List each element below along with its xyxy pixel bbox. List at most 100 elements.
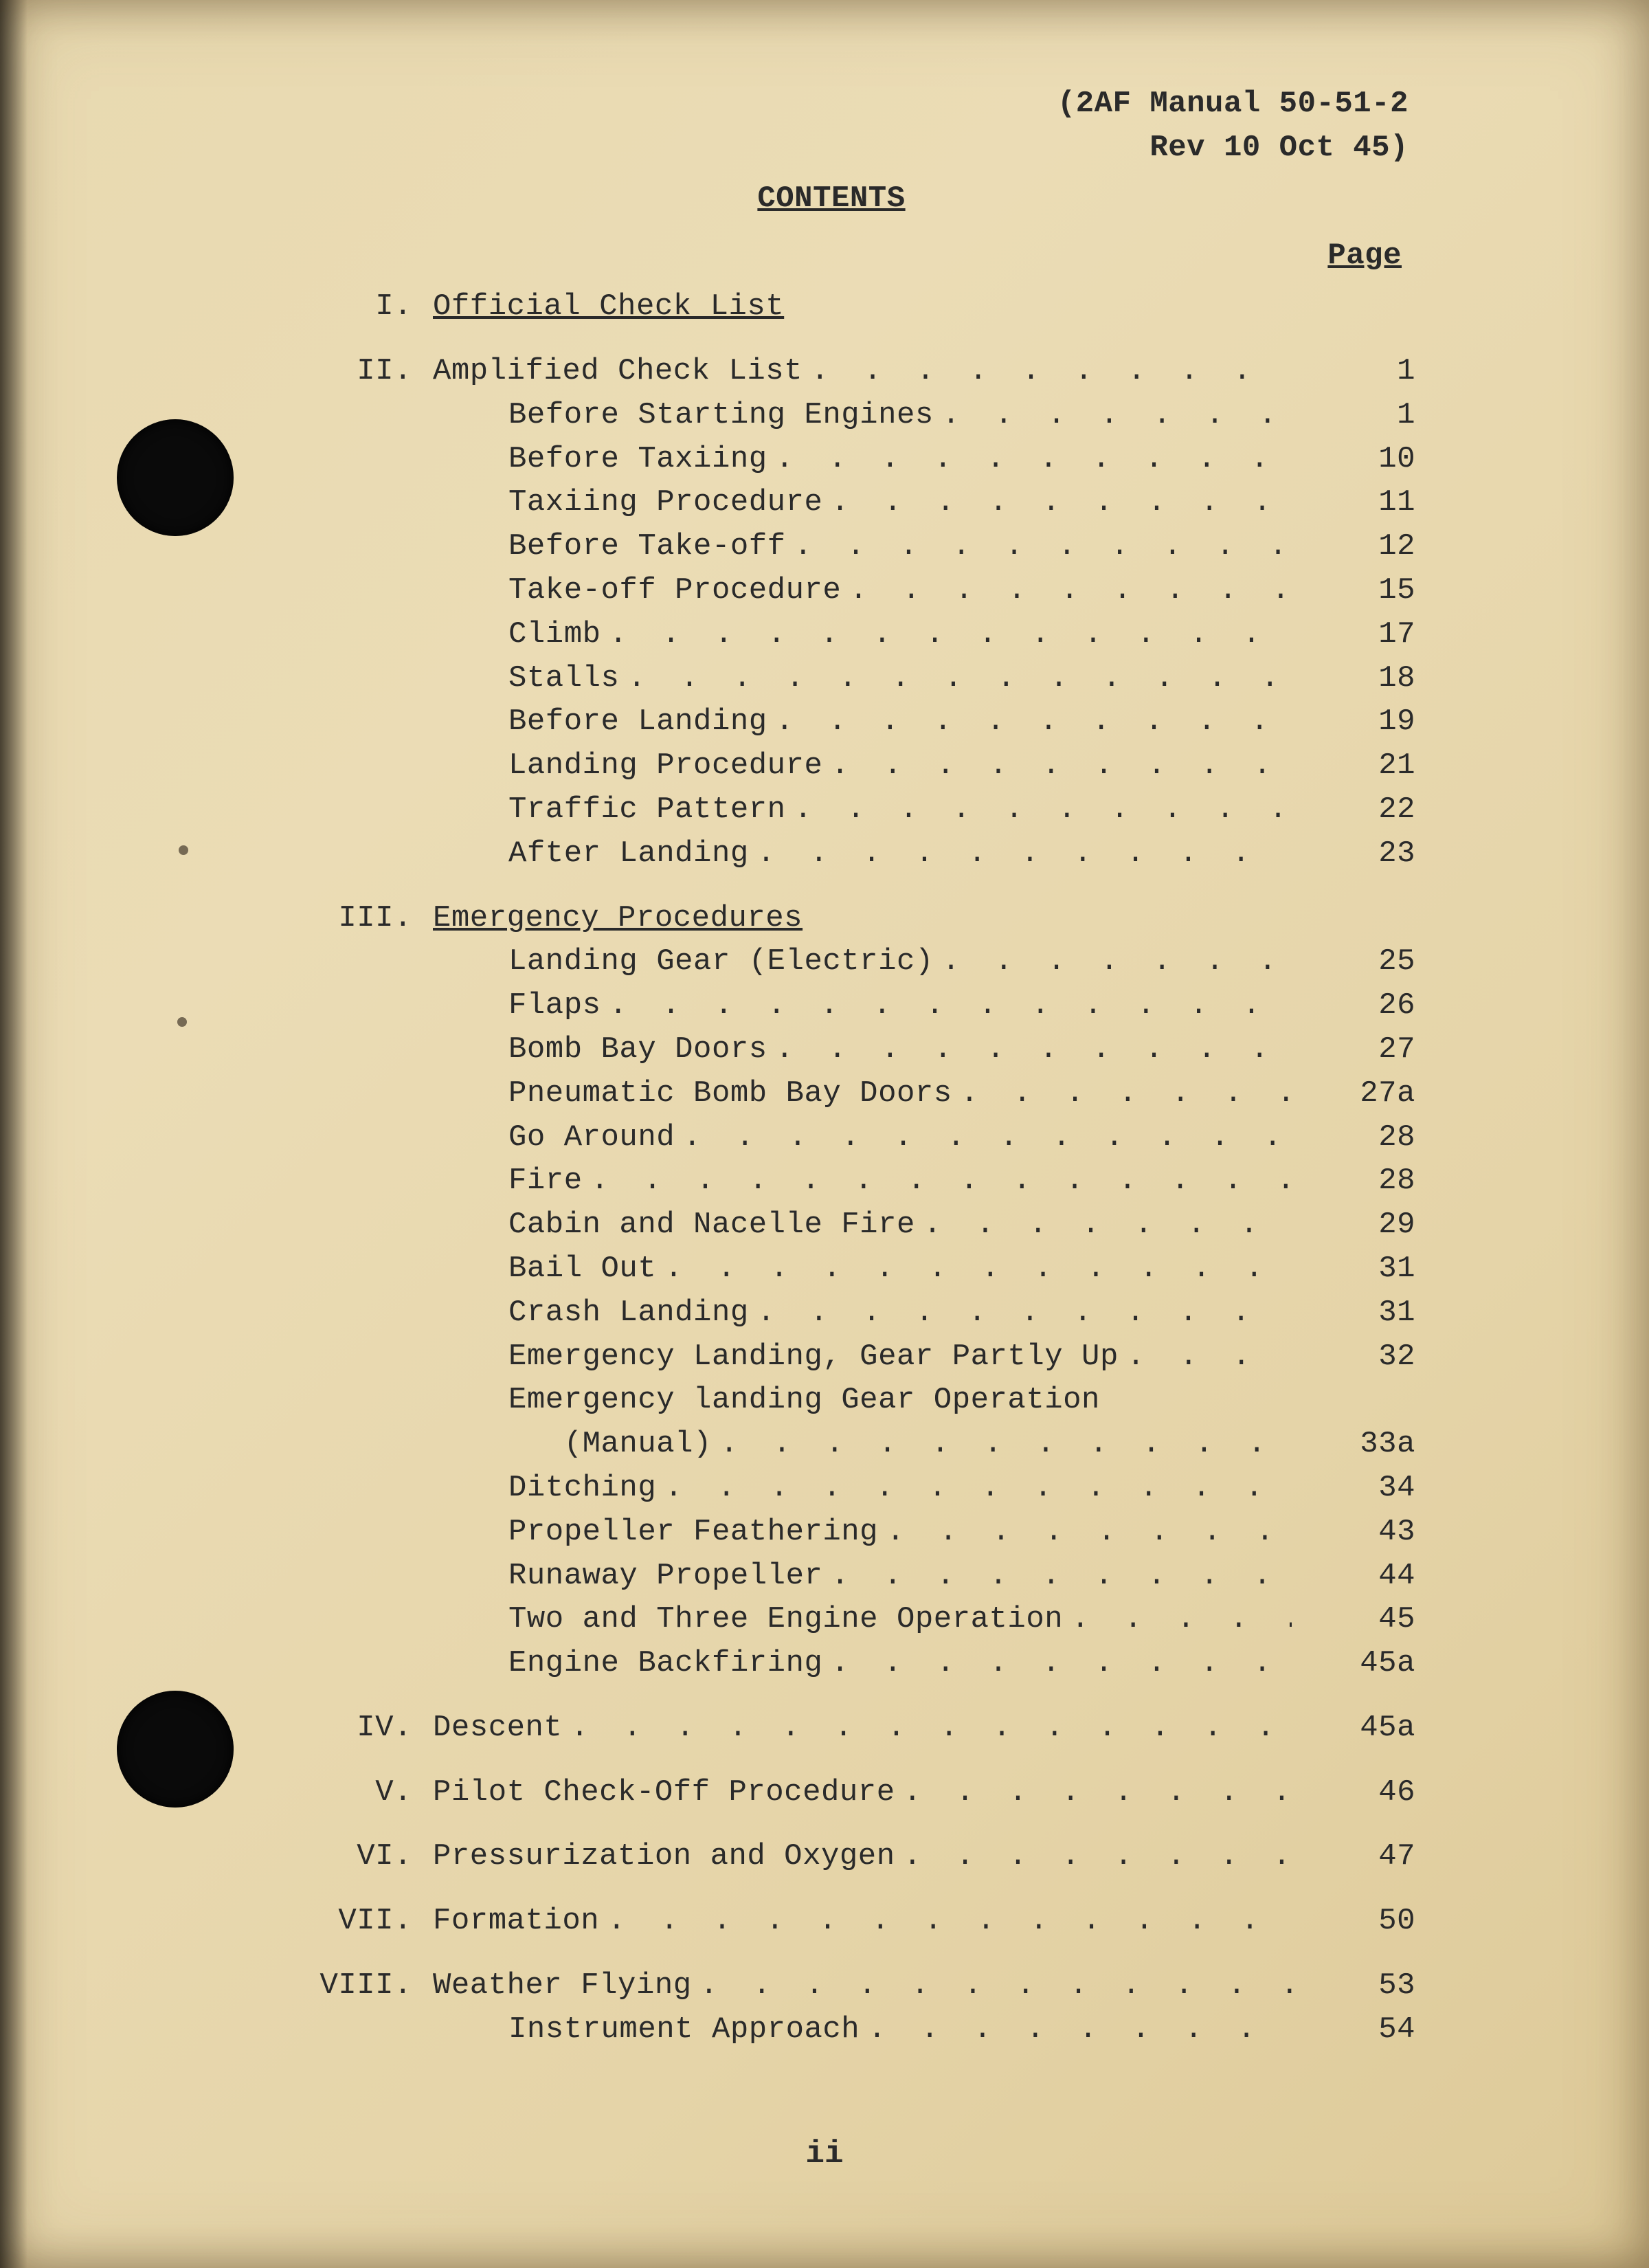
subitem-page: 54	[1292, 2008, 1512, 2052]
subitem-page: 23	[1292, 832, 1512, 876]
dot-leader	[749, 832, 1292, 876]
subitem-label: Instrument Approach	[508, 2008, 860, 2052]
dot-leader	[786, 525, 1292, 569]
subitem-label: Before Take-off	[508, 525, 786, 569]
toc-subitem-row: After Landing 23	[275, 832, 1512, 876]
subitem-label: Fire	[508, 1159, 583, 1203]
subitem-label: Landing Gear (Electric)	[508, 940, 934, 984]
toc-section-row: III.Emergency Procedures	[275, 897, 1512, 941]
toc-subitem-row: Bail Out31	[275, 1247, 1512, 1291]
subitem-page: 10	[1292, 438, 1512, 482]
subitem-page: 1	[1292, 394, 1512, 438]
toc-subitem-row: Emergency Landing, Gear Partly Up32	[275, 1335, 1512, 1379]
subitem-page: 31	[1292, 1291, 1512, 1335]
subitem-page: 27a	[1292, 1072, 1512, 1116]
section-title: Emergency Procedures	[433, 897, 803, 941]
section-title: Amplified Check List	[433, 350, 803, 394]
dot-leader	[712, 1423, 1292, 1467]
dot-leader	[895, 1835, 1292, 1879]
section-roman: VII.	[275, 1900, 433, 1944]
subitem-label: Stalls	[508, 657, 619, 701]
page-column-header: Page	[275, 234, 1512, 278]
dot-leader	[841, 569, 1292, 613]
subitem-label: Propeller Feathering	[508, 1511, 878, 1555]
toc-subitem-row: Propeller Feathering43	[275, 1511, 1512, 1555]
section-title: Descent	[433, 1706, 562, 1750]
dot-leader	[786, 788, 1292, 832]
toc-section-row: V.Pilot Check-Off Procedure46	[275, 1771, 1512, 1815]
toc-subitem-row: Traffic Pattern22	[275, 788, 1512, 832]
subitem-label: Before Taxiing	[508, 438, 767, 482]
section-roman: VIII.	[275, 1964, 433, 2008]
subitem-page: 27	[1292, 1028, 1512, 1072]
toc-subitem-row: Before Taxiing 10	[275, 438, 1512, 482]
subitem-page: 15	[1292, 569, 1512, 613]
toc-subitem-row: Pneumatic Bomb Bay Doors27a	[275, 1072, 1512, 1116]
subitem-label: Two and Three Engine Operation	[508, 1598, 1063, 1642]
dot-leader	[767, 438, 1292, 482]
toc-section: VIII.Weather Flying53Instrument Approach…	[275, 1964, 1512, 2052]
subitem-page: 34	[1292, 1467, 1512, 1511]
section-page: 47	[1292, 1835, 1512, 1879]
subitem-page: 12	[1292, 525, 1512, 569]
toc-subitem-row: Go Around28	[275, 1116, 1512, 1160]
toc-subitem-row: Crash Landing31	[275, 1291, 1512, 1335]
subitem-page: 33a	[1292, 1423, 1512, 1467]
subitem-page: 45a	[1292, 1642, 1512, 1686]
toc-section: IV.Descent45a	[275, 1706, 1512, 1750]
subitem-label: Emergency landing Gear Operation	[508, 1379, 1100, 1423]
subitem-label: Bomb Bay Doors	[508, 1028, 767, 1072]
section-page: 50	[1292, 1900, 1512, 1944]
subitem-page: 18	[1292, 657, 1512, 701]
toc-subitem-row: Emergency landing Gear Operation	[275, 1379, 1512, 1423]
subitem-label: Landing Procedure	[508, 744, 822, 788]
toc-subitem-row: Bomb Bay Doors 27	[275, 1028, 1512, 1072]
toc-subitem-row: Cabin and Nacelle Fire29	[275, 1203, 1512, 1247]
manual-id: (2AF Manual 50-51-2	[275, 82, 1409, 126]
dot-leader	[822, 481, 1292, 525]
document-page: (2AF Manual 50-51-2 Rev 10 Oct 45) CONTE…	[0, 0, 1649, 2268]
subitem-page: 17	[1292, 613, 1512, 657]
dot-leader	[767, 700, 1292, 744]
subitem-label: Before Landing	[508, 700, 767, 744]
section-roman: VI.	[275, 1835, 433, 1879]
dot-leader	[692, 1964, 1292, 2008]
dot-leader	[583, 1159, 1292, 1203]
subitem-label: After Landing	[508, 832, 749, 876]
subitem-label: Climb	[508, 613, 601, 657]
dot-leader	[601, 984, 1292, 1028]
subitem-page: 44	[1292, 1555, 1512, 1599]
section-title: Weather Flying	[433, 1964, 692, 2008]
section-roman: II.	[275, 350, 433, 394]
subitem-page: 25	[1292, 940, 1512, 984]
dot-leader	[934, 940, 1292, 984]
subitem-page: 31	[1292, 1247, 1512, 1291]
subitem-label: Ditching	[508, 1467, 656, 1511]
subitem-label: Flaps	[508, 984, 601, 1028]
dot-leader	[767, 1028, 1292, 1072]
punch-hole-bottom	[117, 1691, 234, 1808]
header-block: (2AF Manual 50-51-2 Rev 10 Oct 45)	[275, 82, 1512, 170]
subitem-label: Runaway Propeller	[508, 1555, 822, 1599]
subitem-page: 26	[1292, 984, 1512, 1028]
subitem-label: (Manual)	[508, 1423, 712, 1467]
page-number: ii	[0, 2136, 1649, 2172]
subitem-label: Cabin and Nacelle Fire	[508, 1203, 915, 1247]
dot-leader	[822, 744, 1292, 788]
content-area: (2AF Manual 50-51-2 Rev 10 Oct 45) CONTE…	[275, 82, 1512, 2052]
section-roman: III.	[275, 897, 433, 941]
subitem-page: 22	[1292, 788, 1512, 832]
dot-leader	[1063, 1598, 1292, 1642]
dot-leader	[656, 1247, 1292, 1291]
toc-section: VII.Formation 50	[275, 1900, 1512, 1944]
dot-leader	[1119, 1335, 1292, 1379]
subitem-label: Engine Backfiring	[508, 1642, 822, 1686]
section-page: 1	[1292, 350, 1512, 394]
dot-leader	[619, 657, 1292, 701]
section-roman: V.	[275, 1771, 433, 1815]
subitem-page: 19	[1292, 700, 1512, 744]
subitem-label: Before Starting Engines	[508, 394, 934, 438]
section-title: Formation	[433, 1900, 599, 1944]
dot-leader	[878, 1511, 1292, 1555]
toc-subitem-row: Climb 17	[275, 613, 1512, 657]
